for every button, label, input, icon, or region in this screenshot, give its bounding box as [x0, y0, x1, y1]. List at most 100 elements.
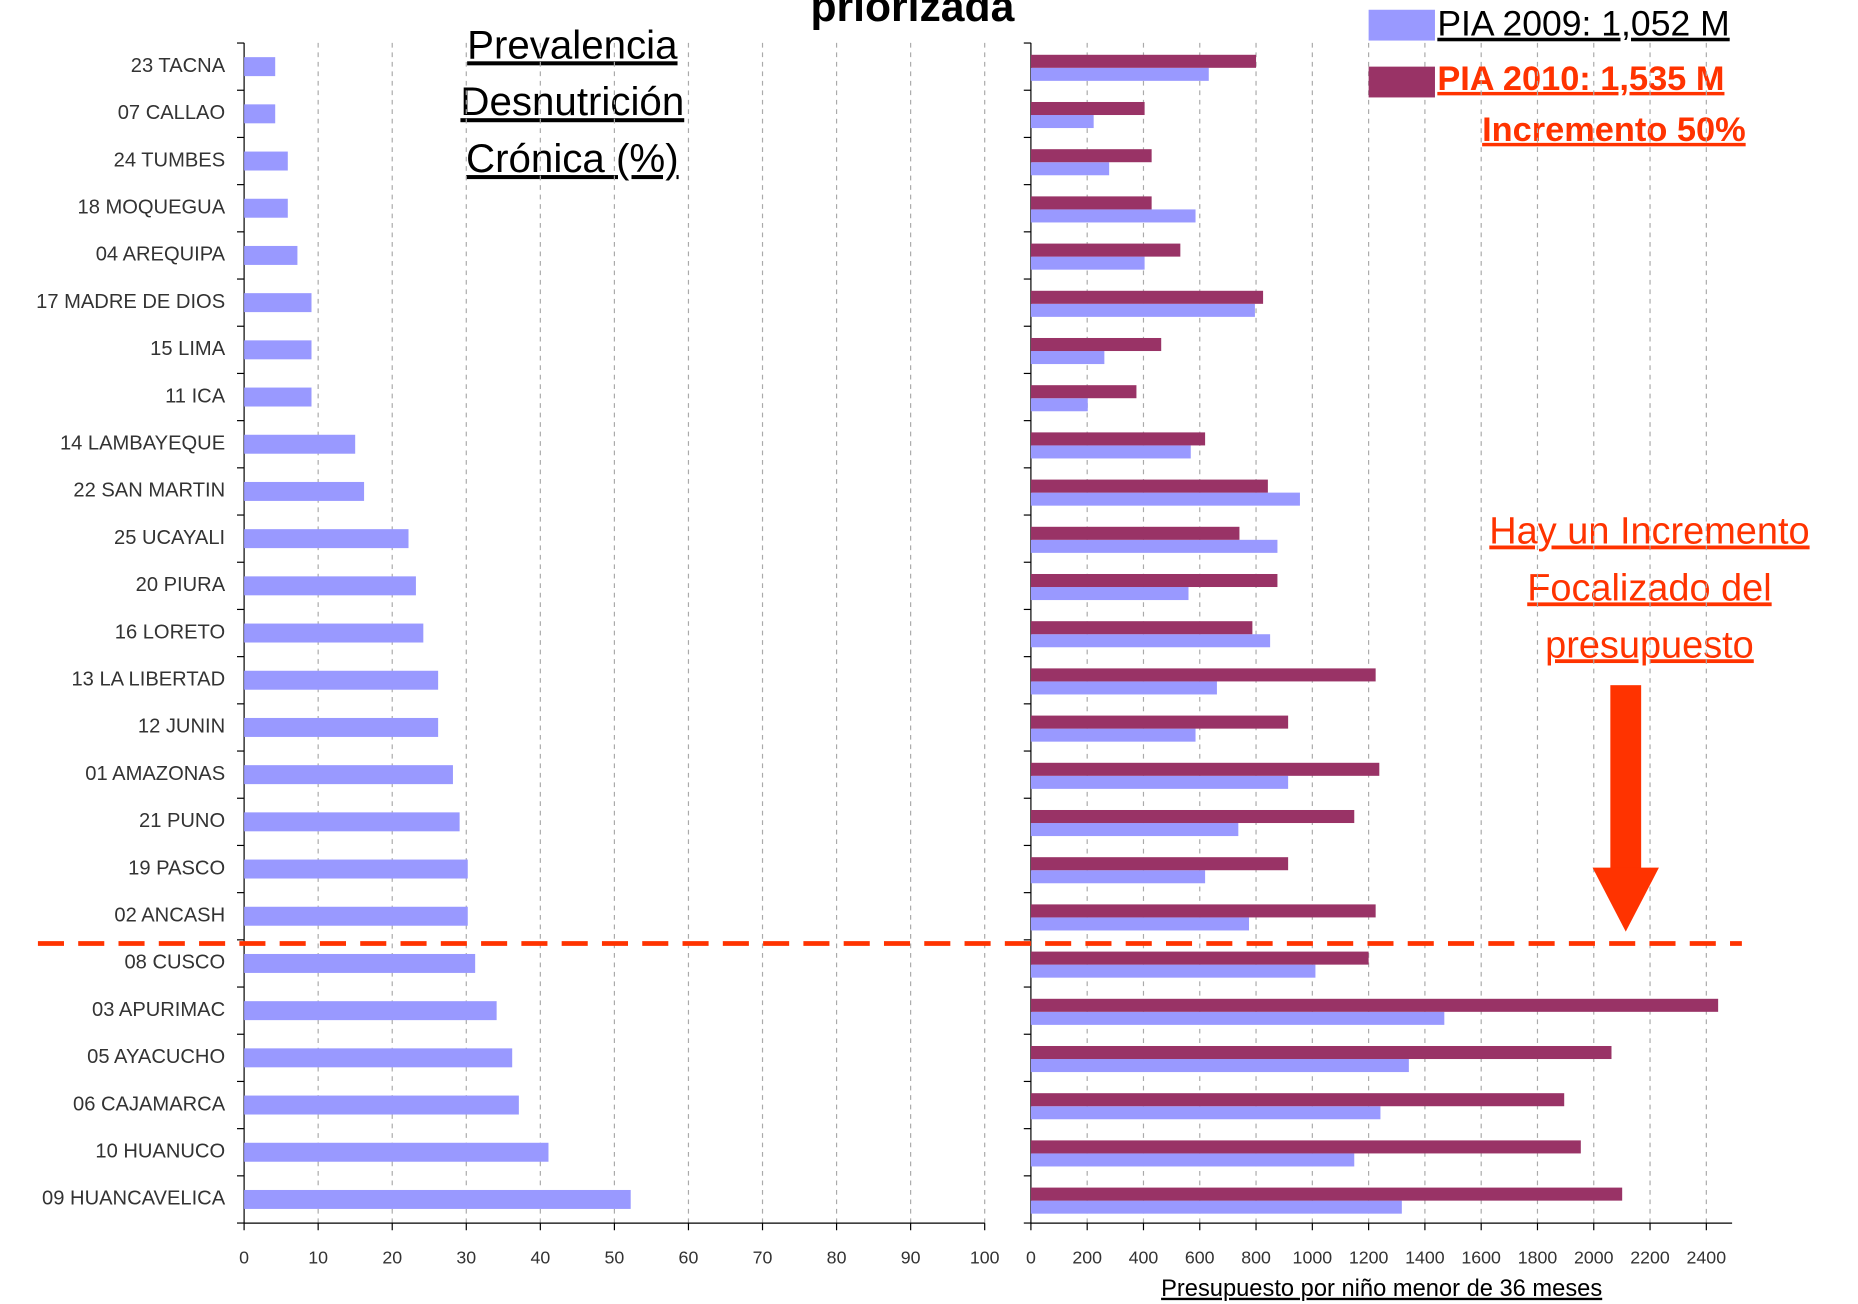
annotation: Prevalencia [467, 22, 678, 67]
bar [1030, 243, 1181, 257]
bar [1030, 196, 1152, 210]
bar [244, 434, 356, 454]
bar [1030, 492, 1300, 506]
bar [1030, 964, 1316, 978]
bar [244, 1001, 497, 1021]
x-tick-label: 1400 [1405, 1247, 1445, 1267]
bar [1030, 917, 1250, 931]
x-tick-label: 30 [456, 1247, 476, 1267]
x-tick-label: 40 [530, 1247, 550, 1267]
bar [1030, 115, 1094, 129]
x-tick-label: 2200 [1630, 1247, 1670, 1267]
category-label: 25 UCAYALI [114, 527, 225, 549]
x-tick-label: 20 [382, 1247, 402, 1267]
bar [1030, 857, 1289, 871]
category-label: 03 APURIMAC [92, 999, 225, 1021]
bar [1030, 385, 1137, 399]
bar [244, 293, 312, 313]
bar [244, 859, 468, 879]
bar [244, 387, 312, 407]
x-tick-label: 1600 [1461, 1247, 1501, 1267]
x-tick-label: 400 [1129, 1247, 1159, 1267]
x-tick-label: 0 [1026, 1247, 1036, 1267]
annotation: Desnutrición [460, 79, 684, 124]
category-label: 05 AYACUCHO [87, 1046, 225, 1068]
category-label: 21 PUNO [139, 810, 225, 832]
category-label: 11 ICA [165, 385, 226, 407]
bar [1030, 256, 1145, 270]
bar [244, 1048, 513, 1068]
bar [244, 198, 288, 218]
x-tick-label: 60 [679, 1247, 699, 1267]
category-label: 15 LIMA [150, 338, 226, 360]
bar [1030, 621, 1253, 635]
bar [1030, 951, 1369, 965]
bar [244, 104, 276, 124]
bar [244, 481, 365, 501]
legend-swatch [1368, 9, 1435, 41]
category-label: 01 AMAZONAS [85, 763, 225, 785]
bar [1030, 1093, 1565, 1107]
x-tick-label: 2000 [1574, 1247, 1614, 1267]
bar [1030, 762, 1380, 776]
bar [1030, 904, 1376, 918]
arrow-shaft [1610, 685, 1642, 875]
bar [1030, 775, 1289, 789]
bar [1030, 1059, 1409, 1073]
bar [244, 812, 460, 832]
bar [244, 57, 276, 77]
bar [1030, 823, 1239, 837]
bar [244, 953, 476, 973]
bar [1030, 634, 1271, 648]
x-tick-label: 50 [605, 1247, 625, 1267]
bar [1030, 303, 1255, 317]
legend-note: Incremento 50% [1482, 111, 1746, 149]
category-label: 10 HUANUCO [95, 1141, 225, 1163]
category-label: 04 AREQUIPA [96, 244, 226, 266]
bar [244, 1095, 519, 1115]
x-tick-label: 800 [1241, 1247, 1271, 1267]
bar [244, 151, 288, 171]
bar [1030, 870, 1206, 884]
bar [1030, 1153, 1355, 1167]
x-tick-label: 90 [901, 1247, 921, 1267]
bar [244, 906, 468, 926]
category-label: 20 PIURA [136, 574, 226, 596]
category-label: 19 PASCO [128, 857, 225, 879]
category-label: 14 LAMBAYEQUE [60, 433, 225, 455]
arrow-head [1592, 867, 1659, 932]
x-tick-label: 1800 [1518, 1247, 1558, 1267]
legend-swatch [1368, 66, 1435, 98]
bar [244, 529, 409, 549]
category-label: 23 TACNA [131, 55, 226, 77]
bar [244, 1142, 549, 1162]
bar [1030, 162, 1110, 176]
category-label: 24 TUMBES [114, 149, 225, 171]
bar [1030, 681, 1217, 695]
category-label: 02 ANCASH [114, 905, 225, 927]
x-tick-label: 1200 [1349, 1247, 1389, 1267]
bar [1030, 432, 1206, 446]
category-label: 13 LA LIBERTAD [71, 669, 225, 691]
bar [1030, 1106, 1381, 1120]
x-tick-label: 600 [1185, 1247, 1215, 1267]
category-label: 17 MADRE DE DIOS [36, 291, 225, 313]
bar [1030, 1187, 1623, 1201]
bar [1030, 351, 1105, 365]
title: priorizada [811, 0, 1015, 31]
bar [1030, 149, 1152, 163]
x-tick-label: 10 [308, 1247, 328, 1267]
bar [1030, 67, 1209, 81]
bar [244, 623, 424, 643]
x-tick-label: 2400 [1687, 1247, 1727, 1267]
x-tick-label: 100 [970, 1247, 1000, 1267]
bar [244, 1189, 631, 1209]
bar [1030, 101, 1145, 116]
x-tick-label: 200 [1072, 1247, 1102, 1267]
bar [1030, 1200, 1402, 1214]
bar [1030, 1140, 1581, 1154]
bar [1030, 728, 1196, 742]
category-label: 22 SAN MARTIN [73, 480, 225, 502]
bar [1030, 1045, 1612, 1060]
bar [244, 340, 312, 360]
